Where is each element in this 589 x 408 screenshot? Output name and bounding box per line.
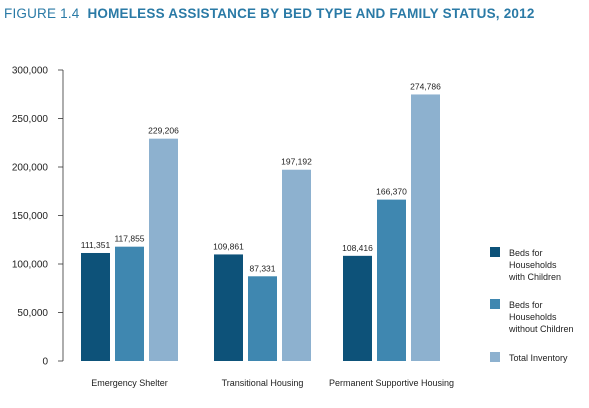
legend-label: with Children (508, 272, 561, 282)
legend-label: Households (509, 260, 557, 270)
legend-swatch (490, 352, 500, 362)
bar (214, 254, 243, 361)
data-label: 274,786 (410, 81, 441, 91)
title-text: HOMELESS ASSISTANCE BY BED TYPE AND FAMI… (87, 6, 535, 21)
data-label: 197,192 (281, 157, 312, 167)
y-tick-label: 250,000 (12, 114, 49, 125)
y-tick-label: 200,000 (12, 163, 49, 174)
bar (115, 246, 144, 361)
legend-label: Households (509, 312, 557, 322)
data-label: 166,370 (376, 187, 407, 197)
figure-number: FIGURE 1.4 (4, 6, 80, 21)
bar (377, 199, 406, 361)
category-label: Emergency Shelter (91, 378, 168, 388)
data-label: 117,855 (114, 234, 144, 244)
y-tick-label: 0 (42, 357, 48, 368)
bar (343, 255, 372, 361)
legend-swatch (490, 299, 500, 309)
legend-label: Total Inventory (509, 353, 568, 363)
y-tick-label: 300,000 (12, 66, 49, 77)
category-label: Transitional Housing (222, 378, 304, 388)
legend-label: Beds for (509, 248, 543, 258)
legend-label: Beds for (509, 300, 543, 310)
category-labels: Emergency Shelter Transitional Housing Per… (91, 378, 454, 388)
y-tick-label: 150,000 (12, 211, 49, 222)
bar (149, 138, 178, 361)
data-label: 87,331 (250, 263, 276, 273)
legend: Beds for Households with Children Beds for H… (490, 247, 574, 363)
chart-title: FIGURE 1.4 HOMELESS ASSISTANCE BY BED TY… (4, 6, 535, 21)
legend-label: without Children (508, 324, 574, 334)
y-tick-label: 100,000 (12, 260, 49, 271)
data-label: 108,416 (342, 243, 373, 253)
data-label: 109,861 (213, 241, 244, 251)
legend-swatch (490, 247, 500, 257)
category-label: Permanent Supportive Housing (329, 378, 454, 388)
bar (282, 169, 311, 361)
data-label: 229,206 (148, 126, 179, 136)
data-label: 111,351 (81, 240, 111, 250)
bars (81, 94, 440, 361)
y-axis: 0 50,000 100,000 150,000 200,000 250,000 300,0… (12, 66, 64, 368)
bar (411, 94, 440, 361)
bar (248, 276, 277, 361)
y-tick-label: 50,000 (17, 308, 48, 319)
bar (81, 252, 110, 361)
